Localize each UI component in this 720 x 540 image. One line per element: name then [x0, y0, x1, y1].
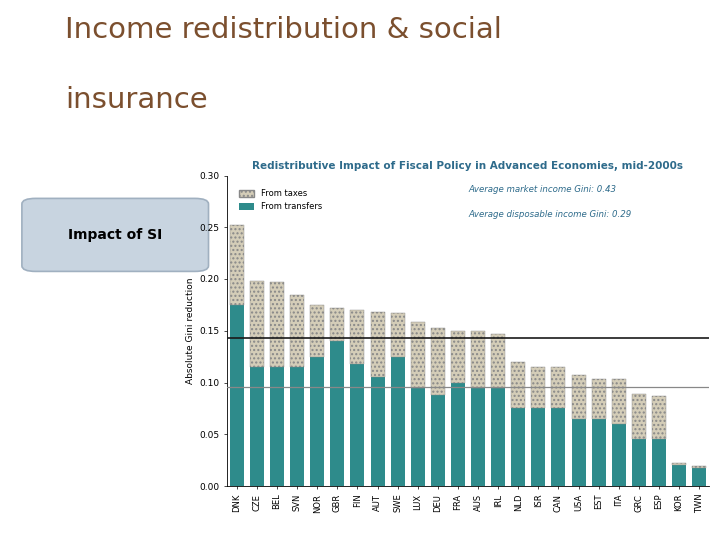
Bar [310, 305, 324, 356]
Bar [511, 362, 526, 408]
Title: Redistributive Impact of Fiscal Policy in Advanced Economies, mid-2000s: Redistributive Impact of Fiscal Policy i… [253, 160, 683, 171]
Text: insurance: insurance [65, 86, 207, 114]
Bar [290, 367, 304, 486]
Text: 20: 20 [14, 144, 30, 154]
Bar [531, 408, 545, 486]
Bar [672, 465, 686, 486]
FancyBboxPatch shape [22, 198, 209, 272]
Bar [592, 380, 606, 419]
Bar [471, 330, 485, 388]
Bar [632, 394, 646, 440]
Bar [652, 396, 666, 440]
Bar [290, 294, 304, 367]
Bar [471, 388, 485, 486]
Bar [410, 322, 425, 388]
Bar [431, 395, 445, 486]
Bar [391, 356, 405, 486]
Bar [250, 281, 264, 367]
Bar [572, 418, 585, 486]
Bar [692, 468, 706, 486]
Bar [270, 367, 284, 486]
Bar [371, 377, 384, 486]
Bar [431, 328, 445, 395]
Bar [371, 312, 384, 377]
Bar [552, 408, 565, 486]
Legend: From taxes, From transfers: From taxes, From transfers [235, 186, 325, 215]
Bar [250, 367, 264, 486]
Text: Average disposable income Gini: 0.29: Average disposable income Gini: 0.29 [468, 210, 631, 219]
Bar [351, 310, 364, 364]
Bar [351, 364, 364, 486]
Y-axis label: Absolute Gini reduction: Absolute Gini reduction [186, 278, 195, 384]
Bar [531, 367, 545, 408]
Bar [552, 367, 565, 408]
Bar [230, 305, 244, 486]
Bar [672, 463, 686, 465]
Bar [310, 356, 324, 486]
Bar [451, 330, 465, 382]
Bar [230, 225, 244, 305]
Bar [652, 440, 666, 486]
Bar [612, 380, 626, 424]
Text: Average market income Gini: 0.43: Average market income Gini: 0.43 [468, 185, 616, 194]
Bar [592, 418, 606, 486]
Bar [511, 408, 526, 486]
Bar [330, 308, 344, 341]
Bar [612, 424, 626, 486]
Bar [391, 313, 405, 356]
Bar [491, 334, 505, 388]
Bar [692, 467, 706, 468]
Bar [451, 382, 465, 486]
Bar [572, 375, 585, 418]
Text: Income redistribution & social: Income redistribution & social [65, 16, 502, 44]
Bar [330, 341, 344, 486]
Bar [410, 388, 425, 486]
Text: Impact of SI: Impact of SI [68, 228, 162, 242]
Bar [491, 388, 505, 486]
Bar [632, 440, 646, 486]
Bar [270, 282, 284, 367]
